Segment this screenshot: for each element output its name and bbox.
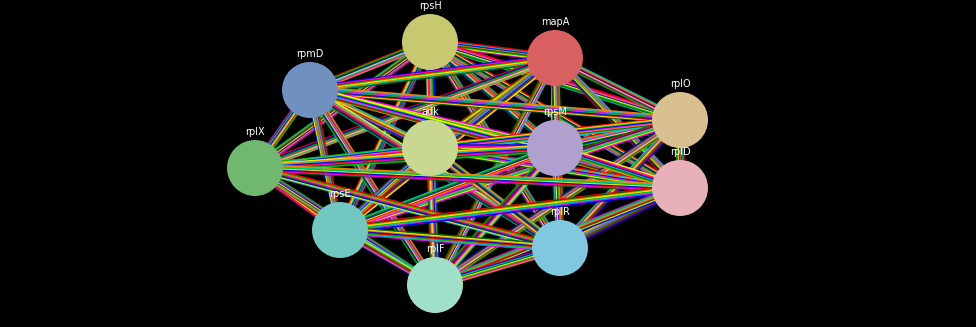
Circle shape [312,202,368,258]
Circle shape [227,140,283,196]
Circle shape [282,62,338,118]
Text: rpsE: rpsE [329,189,350,199]
Text: adk: adk [421,107,439,117]
Circle shape [527,30,583,86]
Text: rplX: rplX [245,127,264,137]
Circle shape [402,120,458,176]
Circle shape [532,220,588,276]
Text: rplD: rplD [670,147,690,157]
Text: rplO: rplO [670,79,690,89]
Circle shape [652,160,708,216]
Text: rpmD: rpmD [297,49,324,59]
Text: rplF: rplF [426,244,444,254]
Text: mapA: mapA [541,17,569,27]
Circle shape [652,92,708,148]
Text: rpsH: rpsH [419,1,441,11]
Text: rpsM: rpsM [543,107,567,117]
Text: rplR: rplR [550,207,570,217]
Circle shape [402,14,458,70]
Circle shape [407,257,463,313]
Circle shape [527,120,583,176]
